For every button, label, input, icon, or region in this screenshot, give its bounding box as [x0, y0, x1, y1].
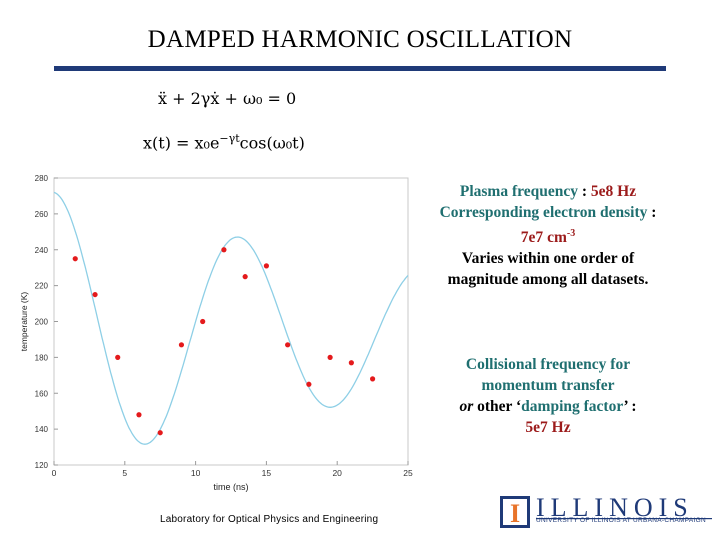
x-axis-label: time (ns): [213, 482, 248, 492]
variation-note: Varies within one order of magnitude amo…: [447, 250, 649, 289]
density-colon: :: [647, 204, 657, 221]
collision-frequency-label: Collisional frequency for momentum trans…: [465, 356, 631, 394]
plasma-notes: Plasma frequency : 5e8 Hz Corresponding …: [436, 181, 660, 290]
electron-density-unit: cm: [543, 229, 567, 247]
data-point: [72, 256, 78, 262]
logo-subtitle: UNIVERSITY OF ILLINOIS AT URBANA-CHAMPAI…: [536, 517, 706, 524]
illinois-logo: I: [500, 496, 712, 528]
equation-solution-prefix: x(t) = x₀e: [143, 133, 220, 153]
data-point: [157, 430, 163, 436]
x-tick-label: 0: [52, 468, 57, 478]
y-tick-label: 220: [35, 282, 49, 291]
plot-frame: [53, 177, 409, 466]
electron-density-value: 7e7: [520, 229, 544, 247]
collision-close: ’ :: [623, 398, 637, 415]
equation-solution-suffix: cos(ω₀t): [239, 133, 305, 153]
data-point: [136, 412, 142, 418]
y-tick-label: 180: [35, 353, 49, 362]
data-point: [348, 360, 354, 366]
data-point: [285, 342, 291, 348]
equation-of-motion: ẍ + 2γẋ + ω₀ = 0: [158, 89, 297, 108]
data-point: [370, 376, 376, 382]
data-point: [306, 381, 312, 387]
lab-footer: Laboratory for Optical Physics and Engin…: [160, 514, 379, 525]
data-point: [178, 342, 185, 348]
collision-or: or: [459, 398, 474, 415]
title-divider: [54, 66, 666, 71]
oscillation-chart: 120 140 160 180 200 220 240 260 280 0 5 10 15 20 25 tim…: [19, 174, 413, 492]
collision-frequency-value: 5e7 Hz: [525, 419, 571, 436]
y-tick-label: 120: [35, 461, 49, 470]
collision-other: other ‘: [473, 398, 522, 415]
x-tick-label: 15: [262, 468, 272, 478]
plasma-frequency-value: 5e8 Hz: [590, 183, 637, 200]
collision-notes: Collisional frequency for momentum trans…: [436, 354, 660, 438]
equation-solution-exponent: −γt: [219, 132, 240, 145]
y-tick-label: 200: [35, 318, 49, 327]
plasma-colon: :: [577, 183, 591, 200]
data-point: [327, 354, 333, 360]
y-tick-label: 140: [35, 425, 49, 434]
y-tick-label: 160: [35, 389, 49, 398]
electron-density-exponent: -3: [566, 228, 576, 239]
logo-block-inner: [503, 499, 527, 525]
y-axis-label: temperature (K): [19, 292, 29, 352]
x-tick-label: 20: [332, 468, 342, 478]
x-tick-label: 25: [403, 468, 413, 478]
x-tick-label: 10: [191, 468, 201, 478]
y-tick-label: 280: [35, 174, 49, 183]
data-point: [92, 291, 98, 298]
logo-underline: [536, 518, 712, 520]
slide-title: DAMPED HARMONIC OSCILLATION: [147, 26, 573, 53]
y-tick-label: 260: [35, 210, 49, 219]
data-point: [221, 247, 227, 253]
data-point: [242, 274, 248, 280]
equation-solution: x(t) = x₀e−γtcos(ω₀t): [143, 132, 305, 152]
logo-mark: I: [510, 499, 520, 528]
fit-curve: [53, 191, 409, 445]
damping-factor-label: damping factor: [521, 398, 624, 415]
y-tick-label: 240: [35, 246, 49, 255]
data-point: [115, 354, 121, 360]
electron-density-label: Corresponding electron density: [439, 204, 648, 221]
x-tick-label: 5: [122, 468, 127, 478]
plasma-frequency-label: Plasma frequency: [459, 183, 578, 200]
logo-wordmark: ILLINOIS: [536, 493, 694, 522]
data-point: [200, 318, 206, 325]
data-point: [263, 263, 269, 269]
